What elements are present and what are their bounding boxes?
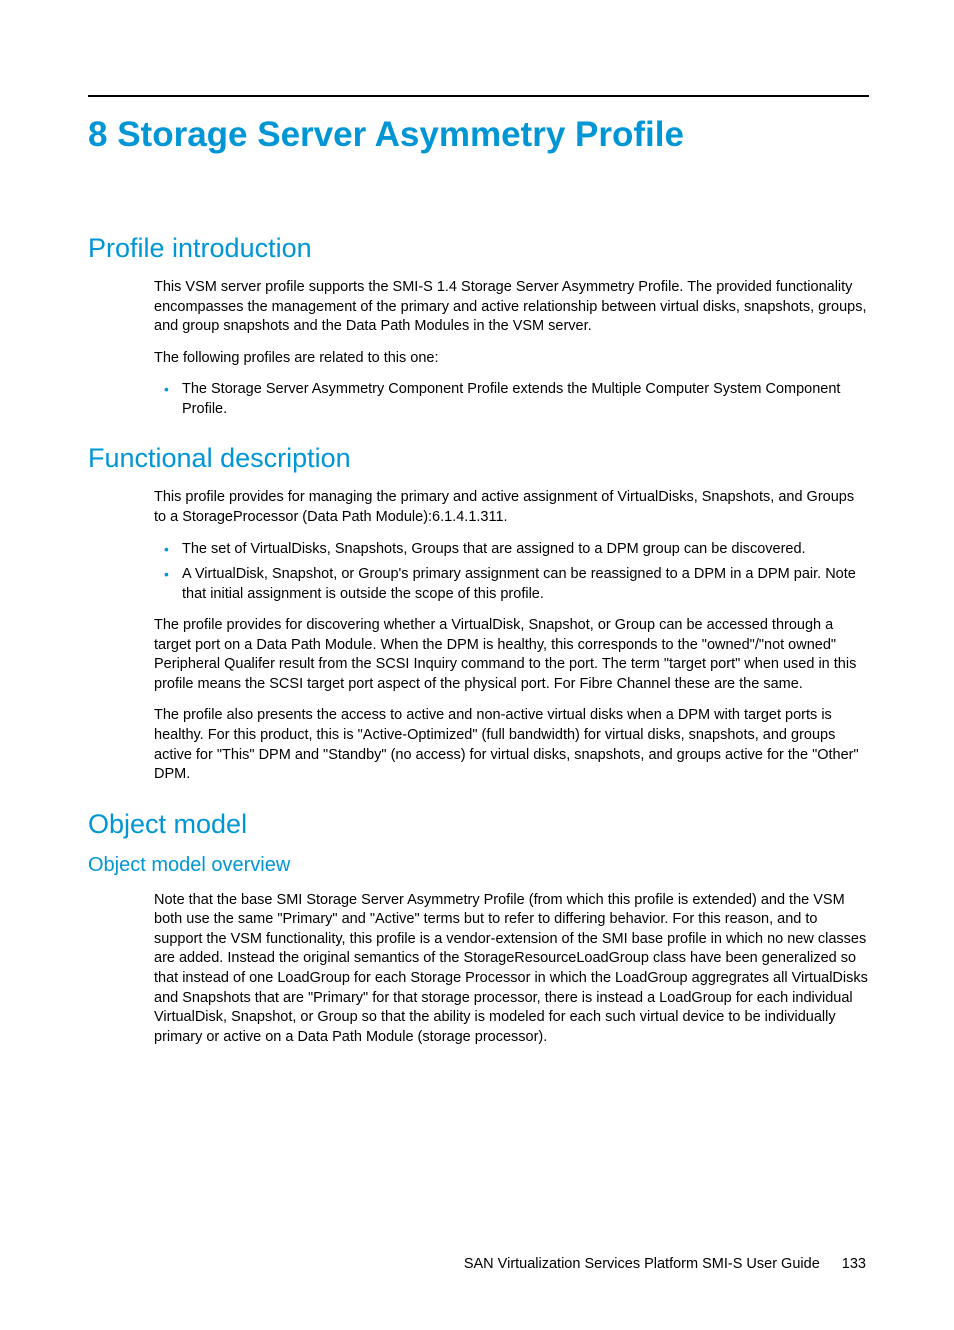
object-model-para-1: Note that the base SMI Storage Server As… <box>154 891 869 1048</box>
section-title-functional: Functional description <box>88 443 869 474</box>
chapter-title: 8 Storage Server Asymmetry Profile <box>88 115 869 155</box>
subsection-title-overview: Object model overview <box>88 854 869 877</box>
footer-doc-title: SAN Virtualization Services Platform SMI… <box>464 1256 820 1272</box>
section-title-object-model: Object model <box>88 809 869 840</box>
functional-para-3: The profile also presents the access to … <box>154 706 869 784</box>
section-title-intro: Profile introduction <box>88 233 869 264</box>
list-item: The Storage Server Asymmetry Component P… <box>154 380 869 419</box>
functional-bullets: The set of VirtualDisks, Snapshots, Grou… <box>154 540 869 605</box>
intro-para-1: This VSM server profile supports the SMI… <box>154 278 869 337</box>
section-profile-introduction: Profile introduction This VSM server pro… <box>88 233 869 419</box>
intro-bullets: The Storage Server Asymmetry Component P… <box>154 380 869 419</box>
page-inner: 8 Storage Server Asymmetry Profile Profi… <box>88 97 869 1047</box>
section-object-model: Object model Object model overview Note … <box>88 809 869 1048</box>
page-content: 8 Storage Server Asymmetry Profile Profi… <box>88 95 869 1047</box>
page-footer: SAN Virtualization Services Platform SMI… <box>464 1256 866 1272</box>
footer-page-number: 133 <box>842 1256 866 1272</box>
section-functional-description: Functional description This profile prov… <box>88 443 869 784</box>
list-item: The set of VirtualDisks, Snapshots, Grou… <box>154 540 869 560</box>
functional-para-2: The profile provides for discovering whe… <box>154 616 869 694</box>
functional-para-1: This profile provides for managing the p… <box>154 488 869 527</box>
intro-para-2: The following profiles are related to th… <box>154 349 869 369</box>
list-item: A VirtualDisk, Snapshot, or Group's prim… <box>154 565 869 604</box>
